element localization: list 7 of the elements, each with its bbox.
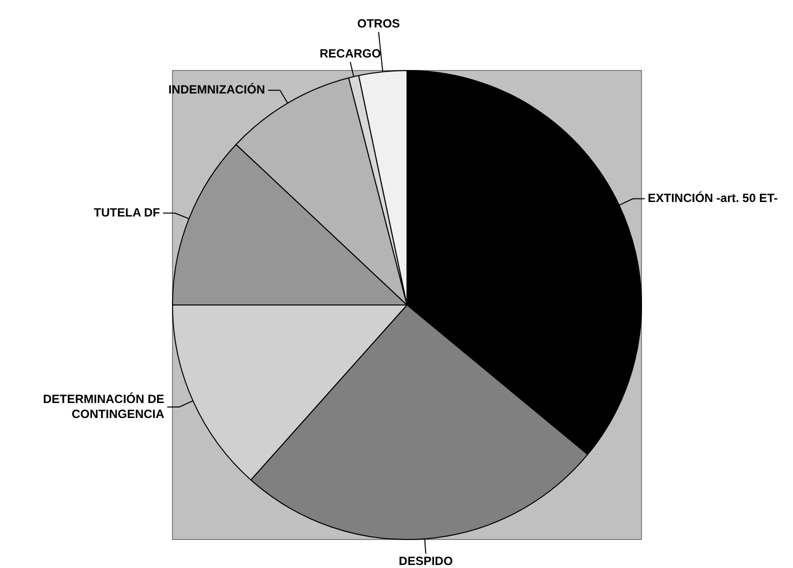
slice-label: EXTINCIÓN -art. 50 ET- <box>648 191 778 206</box>
slice-label: OTROS <box>357 16 400 30</box>
slice-label: TUTELA DF <box>94 205 160 220</box>
slice-label: DESPIDO <box>398 554 453 568</box>
slice-label: RECARGO <box>320 46 381 60</box>
slice-label: DETERMINACIÓN DE CONTINGENCIA <box>42 392 165 421</box>
slice-label: INDEMNIZACIÓN <box>168 82 265 97</box>
